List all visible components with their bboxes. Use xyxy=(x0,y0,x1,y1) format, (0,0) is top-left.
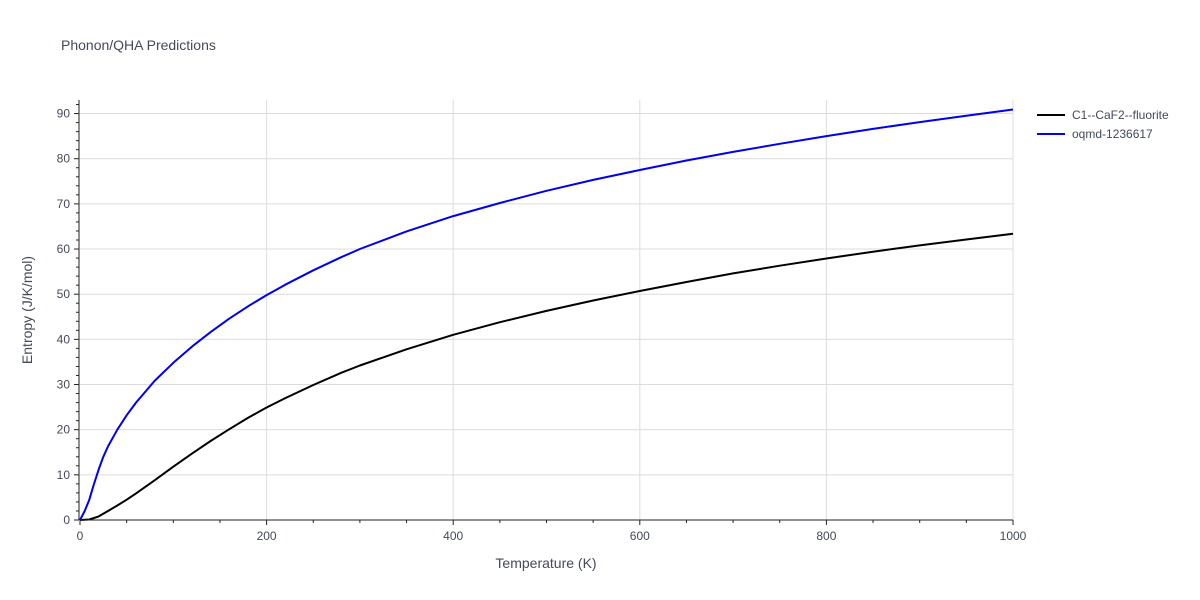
x-tick-label: 0 xyxy=(77,529,84,543)
y-tick-label: 30 xyxy=(57,378,71,392)
y-tick-label: 80 xyxy=(57,152,71,166)
y-tick-label: 0 xyxy=(63,513,70,527)
legend[interactable]: C1--CaF2--fluorite oqmd-1236617 xyxy=(1037,108,1169,141)
x-axis-title: Temperature (K) xyxy=(495,555,596,571)
legend-item-1[interactable]: C1--CaF2--fluorite xyxy=(1037,108,1169,122)
y-tick-label: 20 xyxy=(57,423,71,437)
y-tick-label: 90 xyxy=(57,107,71,121)
legend-item-2[interactable]: oqmd-1236617 xyxy=(1037,127,1153,141)
y-axis-title: Entropy (J/K/mol) xyxy=(19,256,35,364)
y-tick-label: 10 xyxy=(57,468,71,482)
axes: 0 200 400 600 800 1000 0 10 20 30 40 50 60 70 80 90 xyxy=(57,100,1027,543)
legend-label: oqmd-1236617 xyxy=(1072,127,1153,141)
legend-label: C1--CaF2--fluorite xyxy=(1072,108,1169,122)
y-tick-label: 60 xyxy=(57,242,71,256)
x-tick-label: 1000 xyxy=(1000,529,1027,543)
chart-title: Phonon/QHA Predictions xyxy=(61,37,216,53)
y-tick-label: 50 xyxy=(57,287,71,301)
x-tick-label: 400 xyxy=(443,529,463,543)
series-line-1 xyxy=(79,232,1014,521)
series-line-2 xyxy=(79,108,1014,521)
x-tick-label: 200 xyxy=(257,529,277,543)
y-tick-label: 40 xyxy=(57,332,71,346)
y-tick-label: 70 xyxy=(57,197,71,211)
x-tick-label: 800 xyxy=(816,529,836,543)
x-tick-label: 600 xyxy=(630,529,650,543)
plot-series xyxy=(79,108,1014,521)
